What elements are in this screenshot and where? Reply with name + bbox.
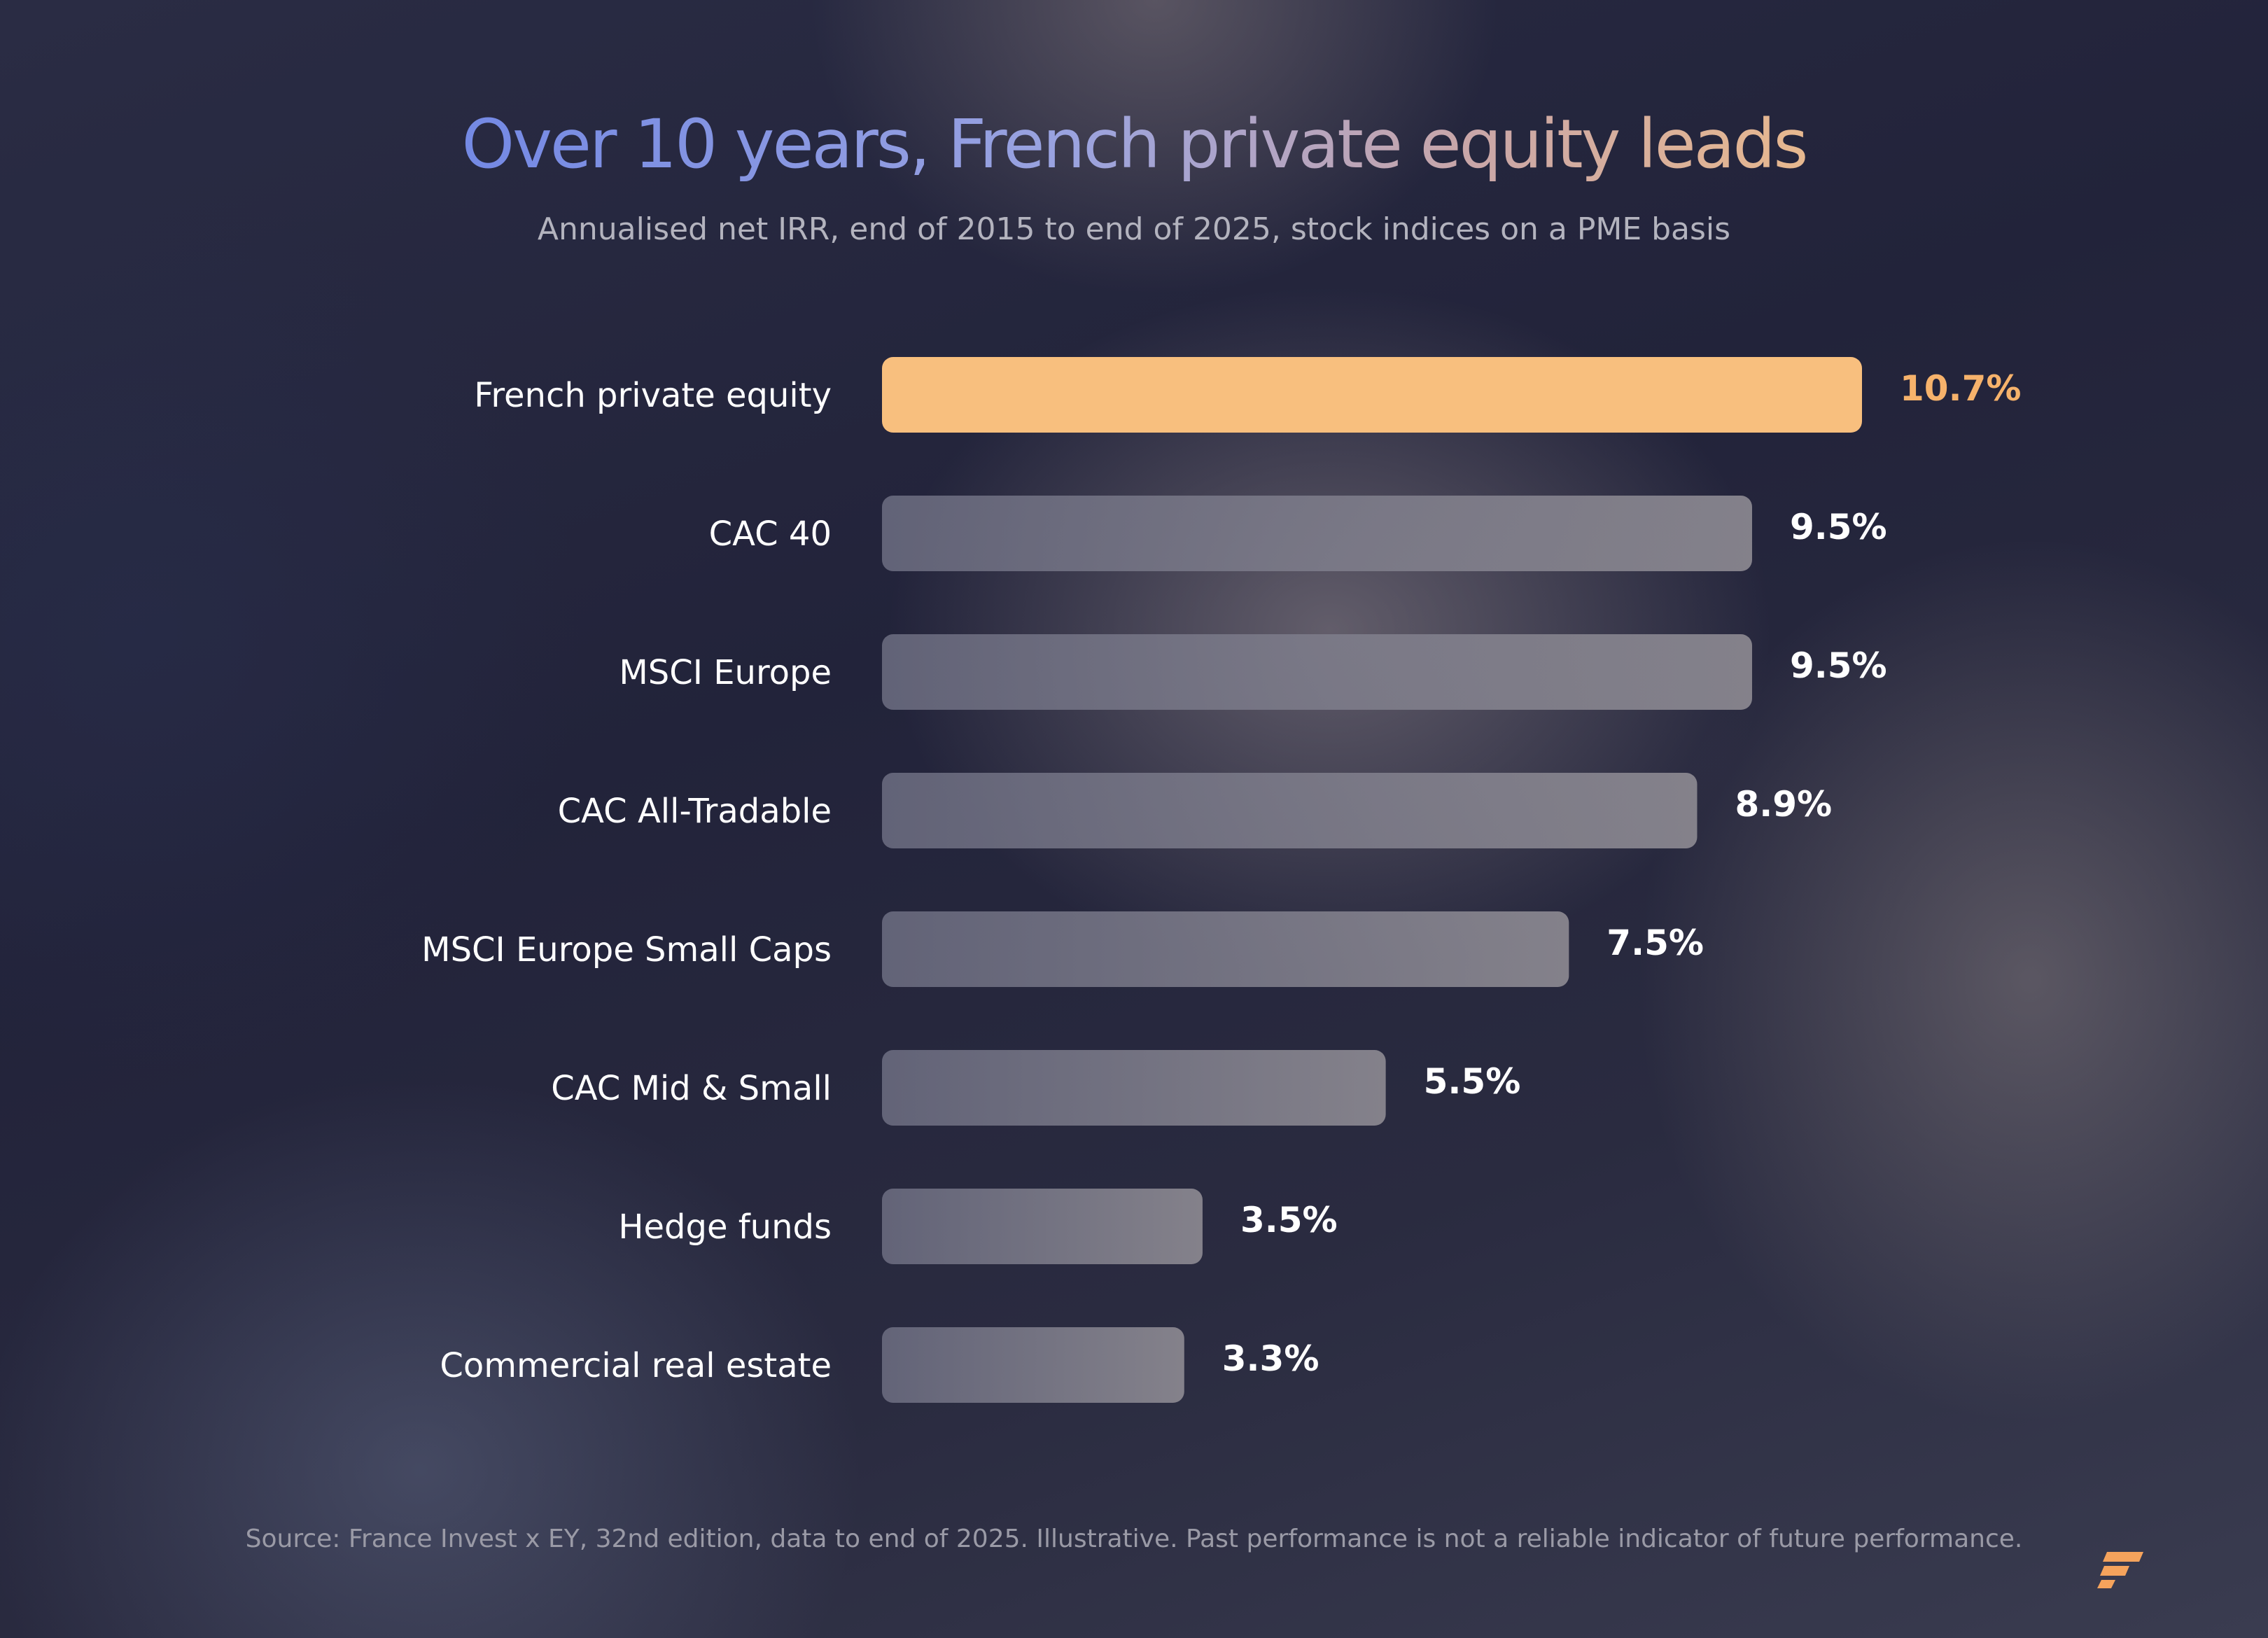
value-label-cac-40: 9.5% [1790,507,1887,547]
category-label-msci-europe: MSCI Europe [619,653,832,692]
source-note: Source: France Invest x EY, 32nd edition… [245,1525,2023,1553]
bar-hedge-funds [882,1189,1203,1264]
chart-subtitle: Annualised net IRR, end of 2015 to end o… [537,211,1731,247]
category-label-cac-mid-small: CAC Mid & Small [551,1069,832,1108]
bar-msci-europe-small-caps [882,911,1569,987]
value-label-cac-all-tradable: 8.9% [1735,784,1832,825]
bar-chart: French private equity 10.7% CAC 40 9.5% MSCI… [421,357,2022,1403]
category-label-french-private-equity: French private equity [474,376,832,415]
value-label-msci-europe-small-caps: 7.5% [1606,923,1704,963]
bars-group: French private equity 10.7% CAC 40 9.5% MSCI… [421,357,2021,1403]
category-label-cac-all-tradable: CAC All-Tradable [558,792,832,831]
chart-title: Over 10 years, French private equity lea… [461,105,1809,183]
category-label-hedge-funds: Hedge funds [618,1208,832,1247]
value-label-french-private-equity: 10.7% [1900,368,2021,409]
bar-french-private-equity [882,357,1862,433]
value-label-hedge-funds: 3.5% [1240,1200,1338,1240]
value-label-cac-mid-small: 5.5% [1424,1061,1521,1102]
value-label-commercial-real-estate: 3.3% [1222,1338,1320,1379]
category-label-cac-40: CAC 40 [709,514,832,554]
value-label-msci-europe: 9.5% [1790,645,1887,686]
category-label-msci-europe-small-caps: MSCI Europe Small Caps [421,930,832,969]
bar-cac-40 [882,496,1752,571]
category-label-commercial-real-estate: Commercial real estate [440,1346,832,1385]
bar-commercial-real-estate [882,1327,1184,1403]
brand-logo-icon [2097,1552,2143,1588]
bar-cac-mid-small [882,1050,1386,1126]
bar-cac-all-tradable [882,773,1698,848]
bar-msci-europe [882,634,1752,710]
